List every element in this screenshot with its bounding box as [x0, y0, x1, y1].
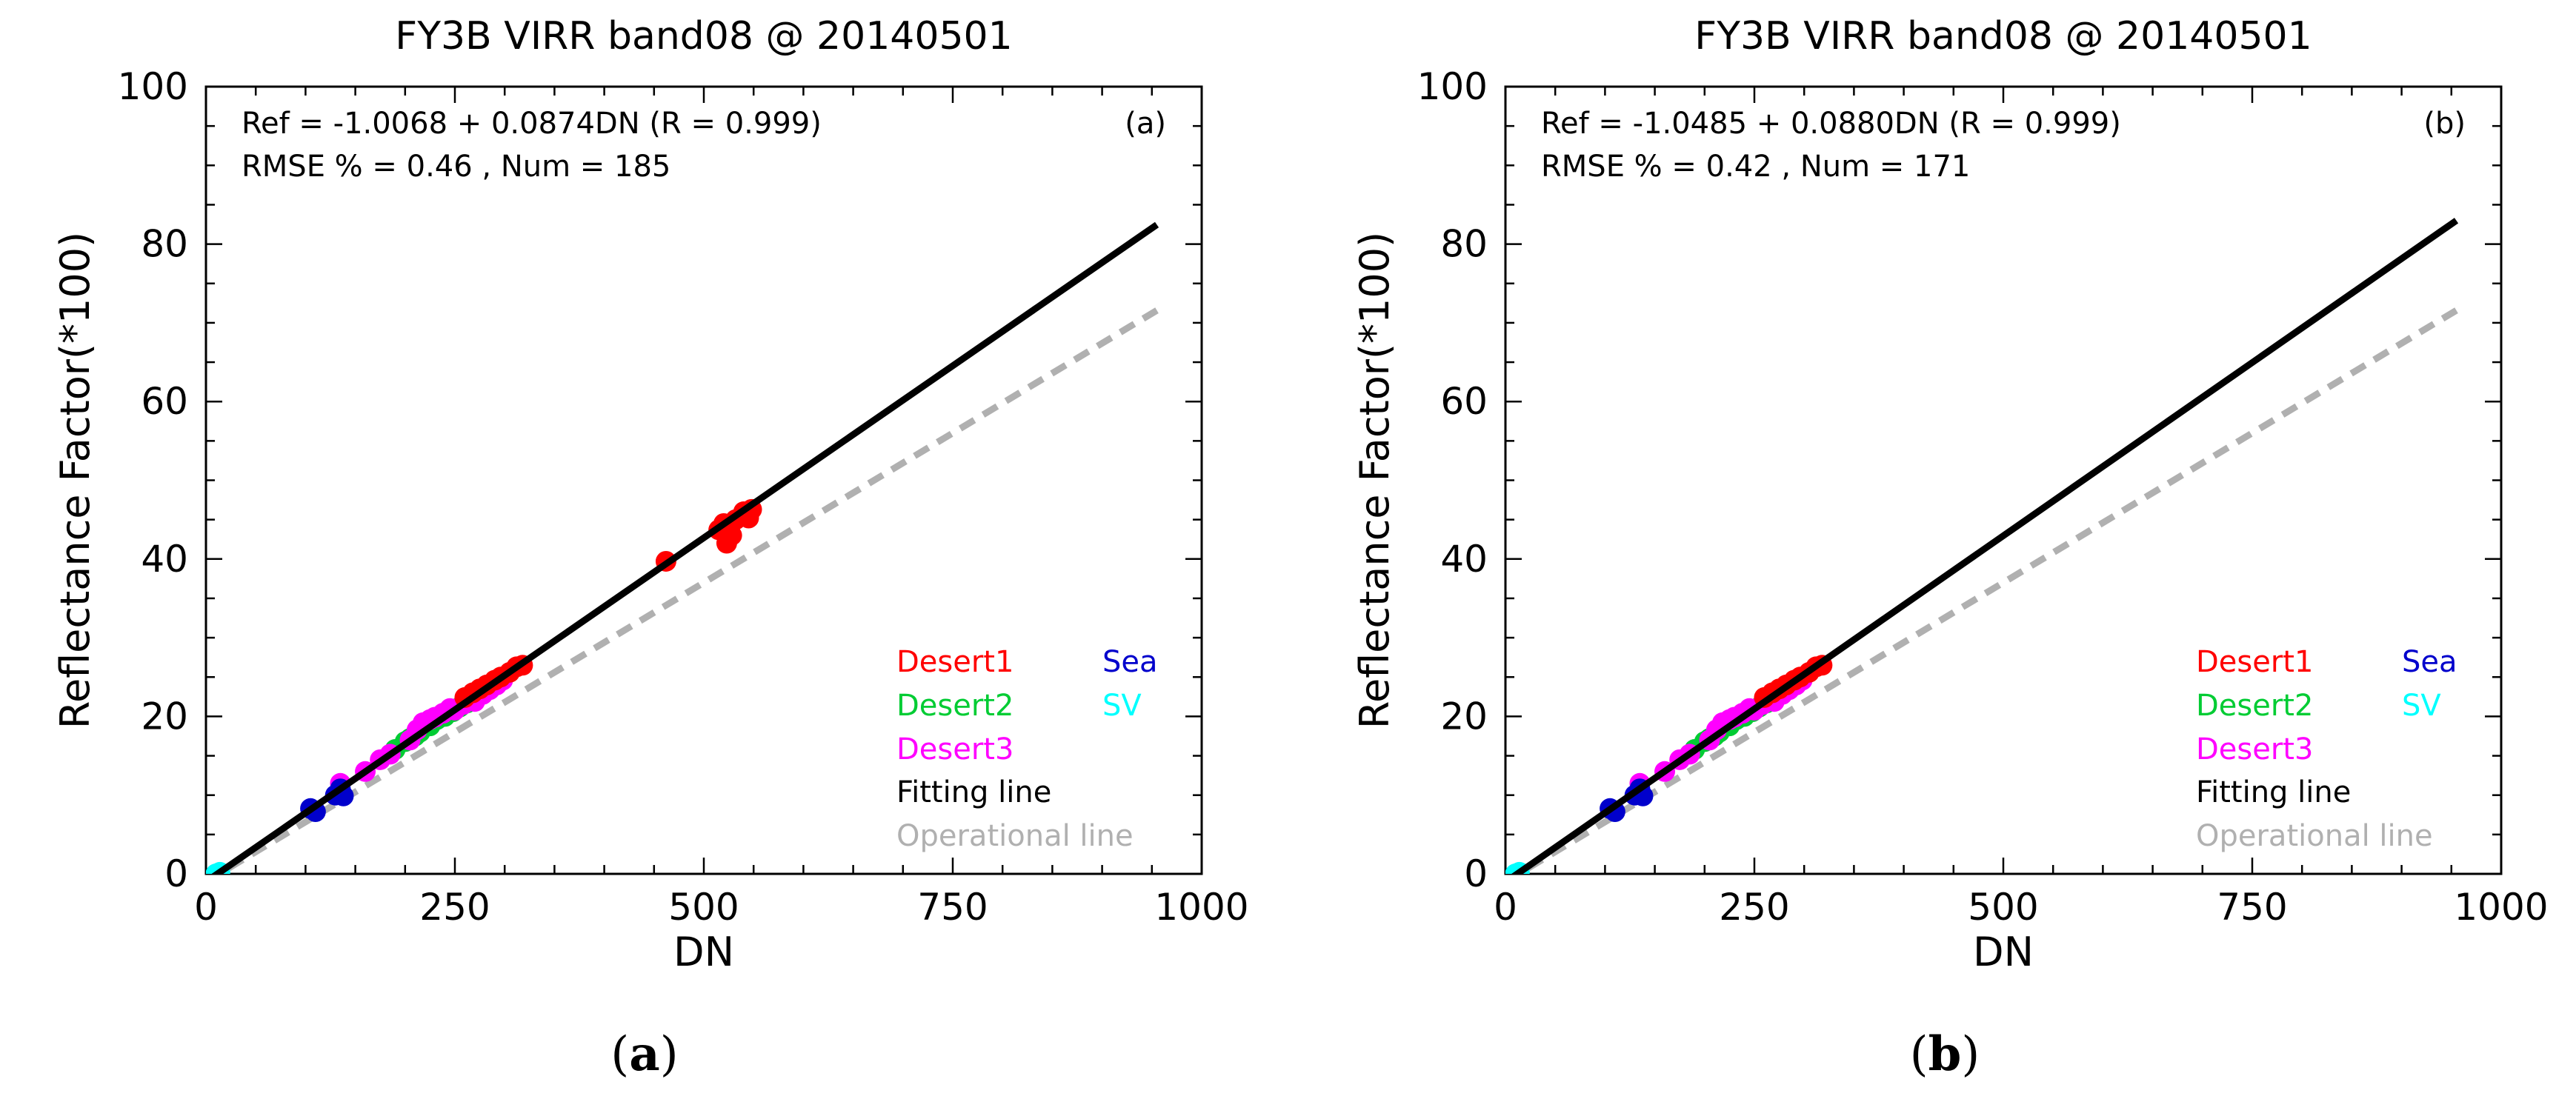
regression-equation: Ref = -1.0485 + 0.0880DN (R = 0.999): [1541, 107, 2121, 141]
legend: Desert1 Sea Desert2 SV Desert3 Fitting line Op…: [2196, 645, 2457, 853]
y-axis-label: Reflectance Factor(*100): [1351, 232, 1398, 729]
data-point-desert1: [721, 524, 742, 546]
plot-frame: [204, 85, 1203, 875]
chart-title: FY3B VIRR band08 @ 20140501: [1694, 14, 2312, 59]
x-tick-label: 0: [194, 886, 218, 929]
plot-area: [206, 221, 1159, 874]
panel-corner-label: (a): [1125, 107, 1166, 141]
legend-desert2: Desert2: [896, 689, 1014, 723]
x-tick-label: 250: [419, 886, 490, 929]
y-tick-label: 40: [1440, 538, 1488, 581]
rmse-annotation: RMSE % = 0.42 , Num = 171: [1541, 150, 1970, 184]
x-tick-label: 0: [1494, 886, 1517, 929]
legend-operational-line: Operational line: [2196, 819, 2433, 853]
regression-equation: Ref = -1.0068 + 0.0874DN (R = 0.999): [242, 107, 822, 141]
legend-desert3: Desert3: [2196, 732, 2313, 766]
chart-panel-b: FY3B VIRR band08 @ 20140501 0 250 500 750 100…: [1351, 14, 2549, 1082]
caption-paren: (: [610, 1027, 629, 1082]
figure-caption: (b): [1910, 1026, 1980, 1082]
x-tick-label: 500: [1968, 886, 2038, 929]
x-tick-label: 1000: [1154, 886, 1248, 929]
caption-paren: (: [1910, 1027, 1928, 1082]
legend-sv: SV: [1102, 689, 1142, 723]
x-tick-label: 250: [1719, 886, 1789, 929]
caption-letter: b: [1928, 1026, 1962, 1082]
chart-title: FY3B VIRR band08 @ 20140501: [395, 14, 1012, 59]
y-tick-label: 20: [141, 695, 188, 738]
panel-corner-label: (b): [2423, 107, 2466, 141]
legend: Desert1 Sea Desert2 SV Desert3 Fitting line Op…: [896, 645, 1158, 853]
caption-paren: ): [660, 1027, 679, 1082]
legend-fitting-line: Fitting line: [896, 775, 1051, 809]
y-tick-label: 80: [1440, 223, 1488, 266]
y-tick-label: 100: [118, 65, 188, 108]
y-tick-label: 60: [1440, 380, 1488, 423]
chart-panel-a: FY3B VIRR band08 @ 20140501 0 250 500 750 100…: [52, 14, 1249, 1082]
plot-area: [1505, 218, 2459, 874]
legend-sea: Sea: [2402, 645, 2457, 679]
y-tick-label: 40: [141, 538, 188, 581]
y-tick-label: 80: [141, 223, 188, 266]
x-axis-label: DN: [1973, 929, 2034, 975]
y-axis-label: Reflectance Factor(*100): [52, 232, 99, 729]
legend-fitting-line: Fitting line: [2196, 775, 2351, 809]
figure-caption: (a): [610, 1026, 678, 1082]
x-axis-label: DN: [673, 929, 734, 975]
legend-desert3: Desert3: [896, 732, 1014, 766]
legend-sv: SV: [2402, 689, 2441, 723]
fitting-line: [1511, 218, 2459, 874]
caption-paren: ): [1961, 1027, 1980, 1082]
x-tick-label: 1000: [2454, 886, 2548, 929]
caption-letter: a: [629, 1026, 659, 1082]
x-tick-label: 500: [668, 886, 739, 929]
legend-sea: Sea: [1102, 645, 1158, 679]
y-tick-label: 100: [1417, 65, 1488, 108]
fitting-line: [211, 221, 1159, 874]
y-tick-label: 60: [141, 380, 188, 423]
y-tick-label: 20: [1440, 695, 1488, 738]
legend-operational-line: Operational line: [896, 819, 1134, 853]
rmse-annotation: RMSE % = 0.46 , Num = 185: [242, 150, 670, 184]
y-tick-label: 0: [164, 852, 188, 895]
legend-desert1: Desert1: [2196, 645, 2313, 679]
legend-desert1: Desert1: [896, 645, 1014, 679]
x-tick-label: 750: [2217, 886, 2287, 929]
y-tick-label: 0: [1464, 852, 1488, 895]
plot-frame: [1504, 85, 2503, 875]
x-tick-label: 750: [917, 886, 988, 929]
legend-desert2: Desert2: [2196, 689, 2313, 723]
